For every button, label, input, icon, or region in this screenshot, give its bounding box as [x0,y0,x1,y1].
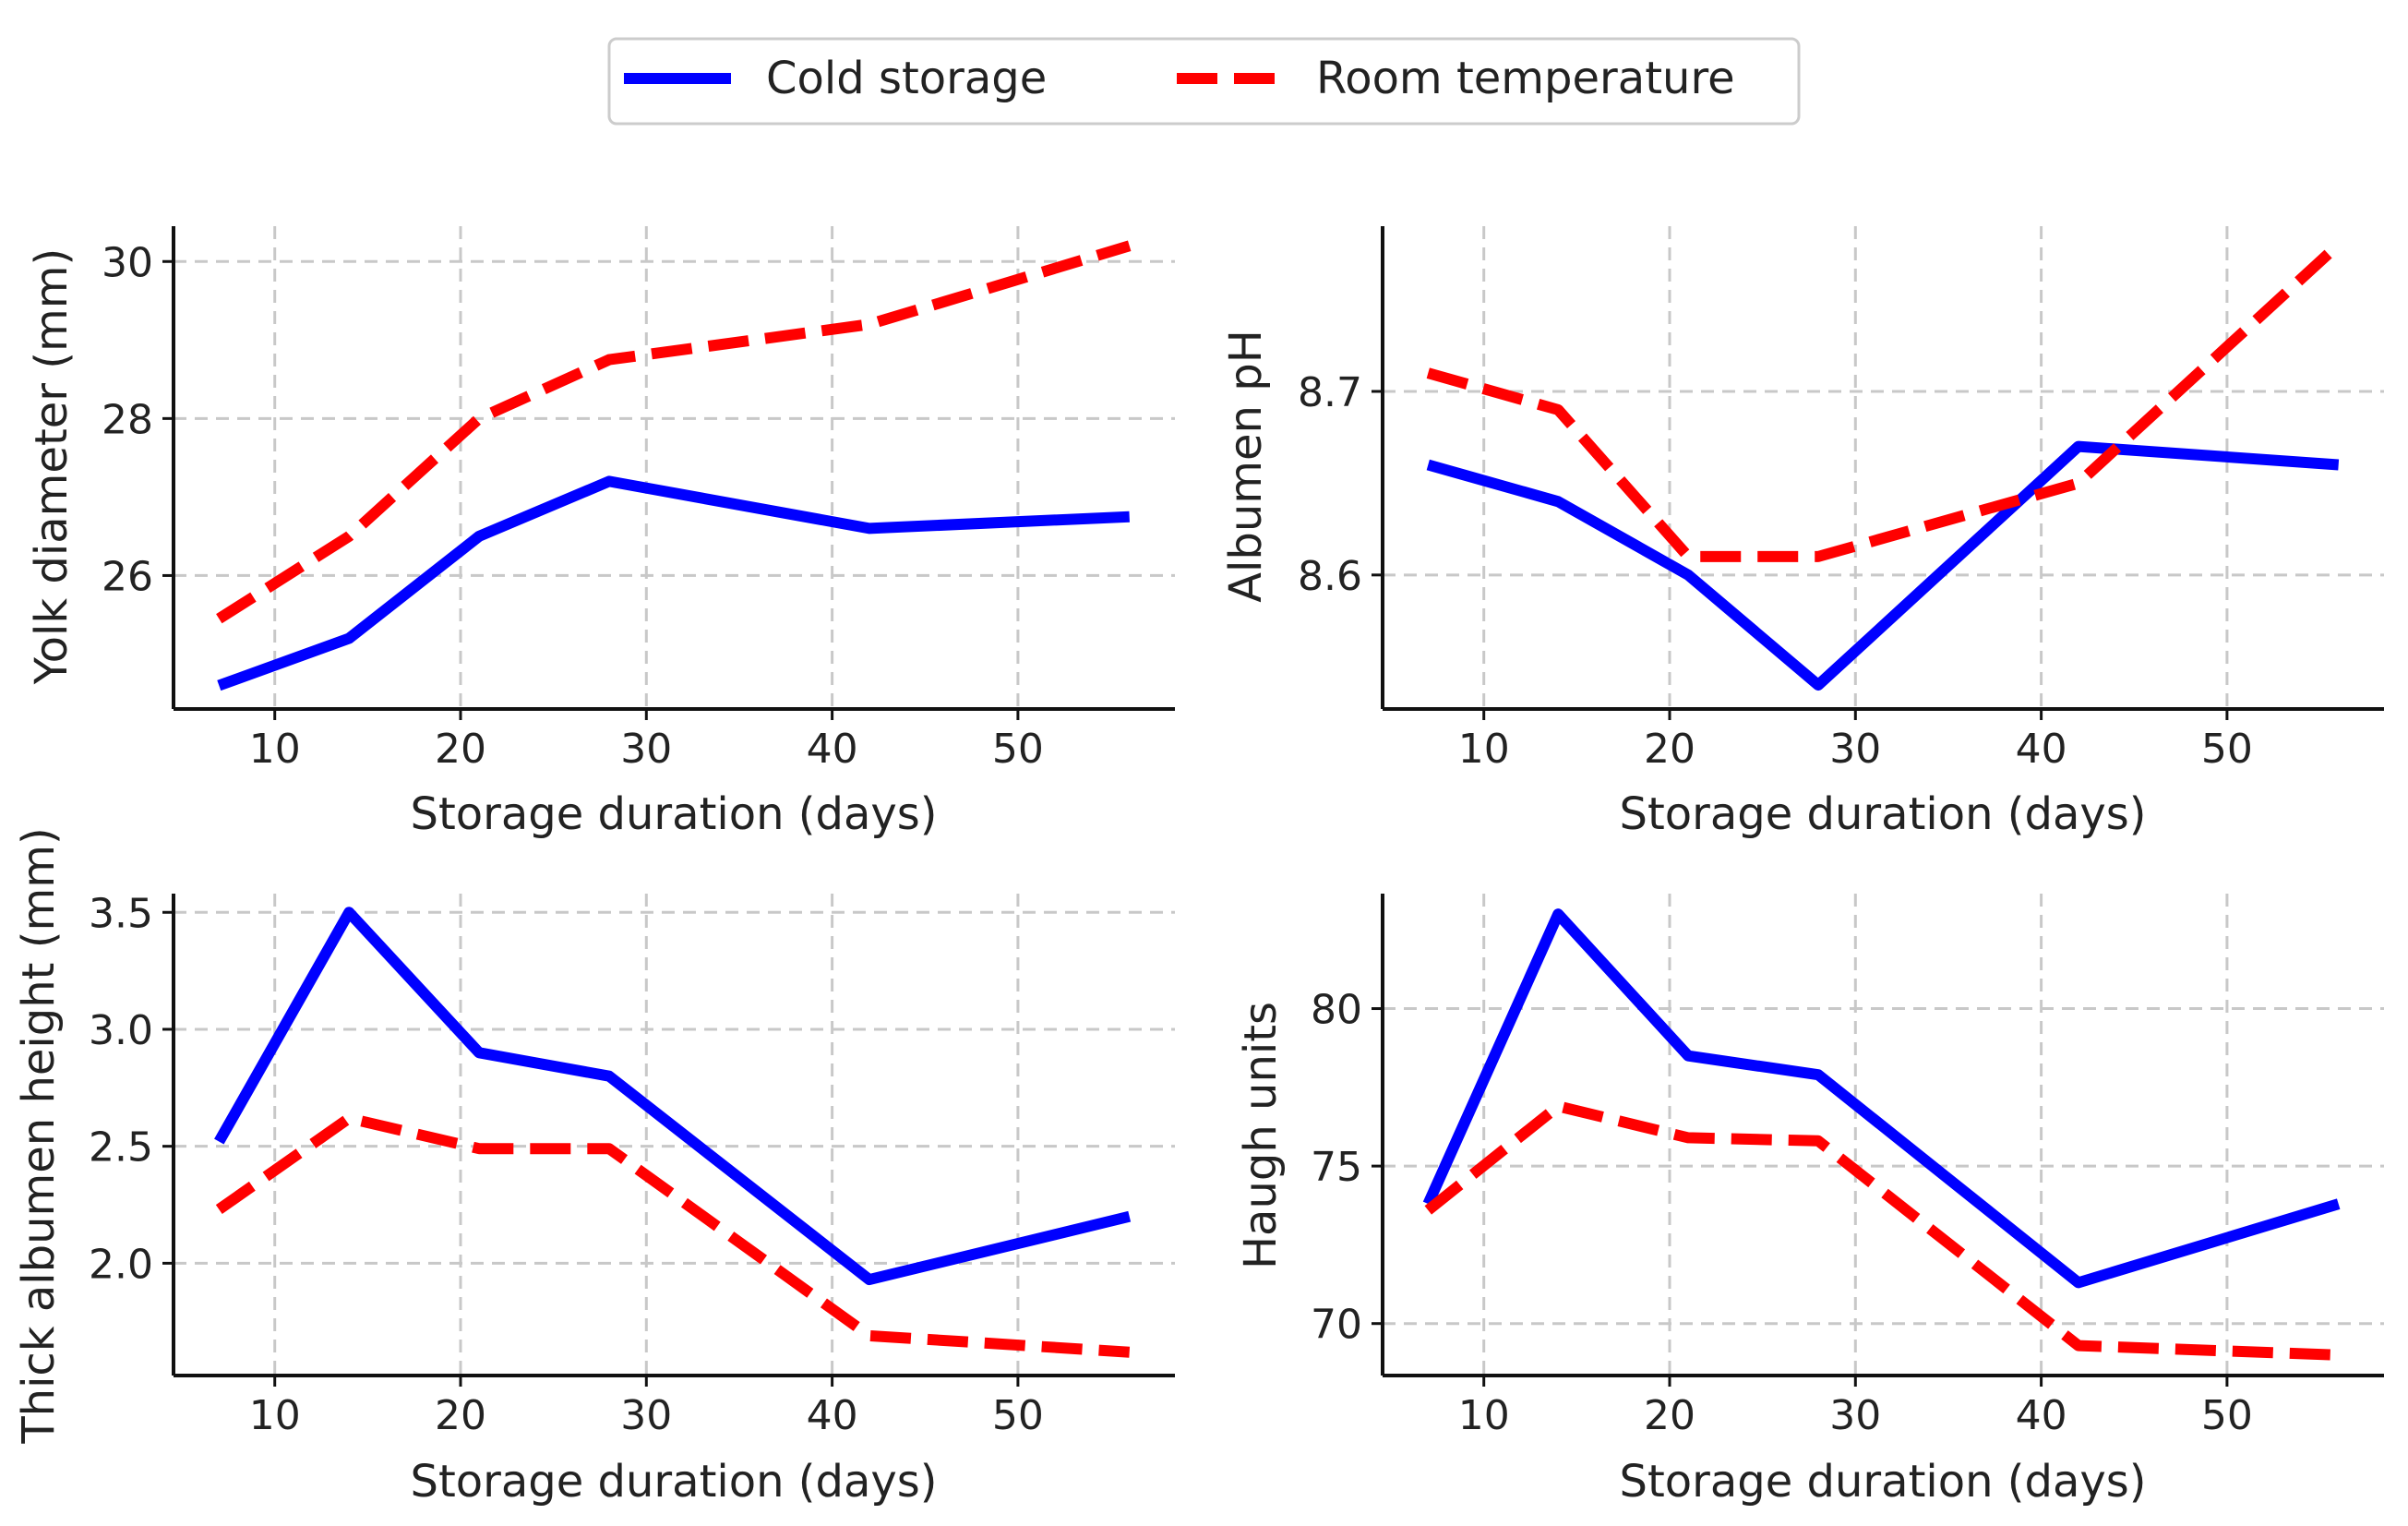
series-line-cold-storage [214,907,1132,1286]
gridlines [1383,894,2384,1376]
y-tick-label: 8.7 [1298,369,1362,416]
subplot-yolk-diameter: 10 20 30 40 50 26 28 30 Storage duration (days)… [26,226,1175,840]
axes [1372,894,2384,1387]
axes [1372,226,2384,720]
tick-labels: 10 20 30 40 50 2.0 2.5 3.0 3.5 [89,890,1044,1439]
legend-label-cold-storage: Cold storage [766,53,1047,104]
y-axis-label: Haugh units [1235,1002,1287,1269]
x-tick-label: 10 [249,1392,301,1439]
x-tick-label: 20 [1644,1392,1695,1439]
x-axis-label: Storage duration (days) [1619,1456,2146,1508]
x-tick-label: 50 [2201,1392,2253,1439]
y-tick-label: 2.0 [89,1241,153,1288]
x-tick-label: 40 [2016,726,2067,773]
legend: Cold storage Room temperature [607,37,1801,126]
tick-labels: 10 20 30 40 50 8.6 8.7 [1298,369,2253,773]
legend-label-room-temperature: Room temperature [1316,53,1735,104]
x-tick-label: 20 [435,1392,486,1439]
x-tick-label: 40 [807,1392,858,1439]
tick-labels: 10 20 30 40 50 26 28 30 [102,239,1044,773]
y-tick-label: 28 [102,396,153,443]
series-line-cold-storage [1426,440,2340,691]
x-tick-label: 10 [1458,1392,1510,1439]
y-tick-label: 2.5 [89,1124,153,1172]
y-tick-label: 75 [1311,1144,1362,1191]
y-tick-label: 3.0 [89,1007,153,1054]
y-tick-label: 30 [102,239,153,286]
series-line-cold-storage [217,475,1130,691]
series-line-room-temperature [216,240,1132,624]
y-axis-label: Albumen pH [1220,330,1272,603]
y-tick-label: 8.6 [1298,553,1362,600]
series-lines [1426,240,2342,691]
x-tick-label: 20 [435,726,486,773]
x-tick-label: 40 [2016,1392,2067,1439]
series-lines [216,240,1132,691]
series-line-room-temperature [1424,1100,2339,1361]
gridlines [174,226,1175,709]
x-tick-label: 10 [249,726,301,773]
subplot-thick-albumen-height: 10 20 30 40 50 2.0 2.5 3.0 3.5 Storage duration … [13,827,1175,1508]
y-tick-label: 3.5 [89,890,153,937]
series-lines [214,907,1132,1358]
y-tick-label: 70 [1311,1302,1362,1349]
x-tick-label: 30 [1829,726,1881,773]
x-tick-label: 10 [1458,726,1510,773]
x-axis-label: Storage duration (days) [410,1456,937,1508]
series-lines [1422,908,2341,1361]
y-axis-label: Yolk diameter (mm) [26,248,78,686]
axes [162,226,1175,720]
x-tick-label: 50 [2201,726,2253,773]
series-line-room-temperature [215,1112,1131,1358]
gridlines [1383,226,2384,709]
series-line-cold-storage [1422,908,2341,1289]
x-tick-label: 20 [1644,726,1695,773]
subplot-haugh-units: 10 20 30 40 50 70 75 80 Storage duration (days)… [1235,894,2384,1508]
y-tick-label: 26 [102,553,153,600]
x-tick-label: 50 [992,726,1044,773]
x-tick-label: 30 [620,1392,672,1439]
x-tick-label: 40 [807,726,858,773]
y-axis-label: Thick albumen height (mm) [13,827,65,1444]
y-tick-label: 80 [1311,987,1362,1034]
tick-labels: 10 20 30 40 50 70 75 80 [1311,987,2253,1439]
gridlines [174,894,1175,1376]
x-axis-label: Storage duration (days) [410,788,937,840]
subplot-albumen-ph: 10 20 30 40 50 8.6 8.7 Storage duration (days)… [1220,226,2384,840]
x-tick-label: 30 [1829,1392,1881,1439]
axes [162,894,1175,1387]
x-tick-label: 50 [992,1392,1044,1439]
x-axis-label: Storage duration (days) [1619,788,2146,840]
x-tick-label: 30 [620,726,672,773]
